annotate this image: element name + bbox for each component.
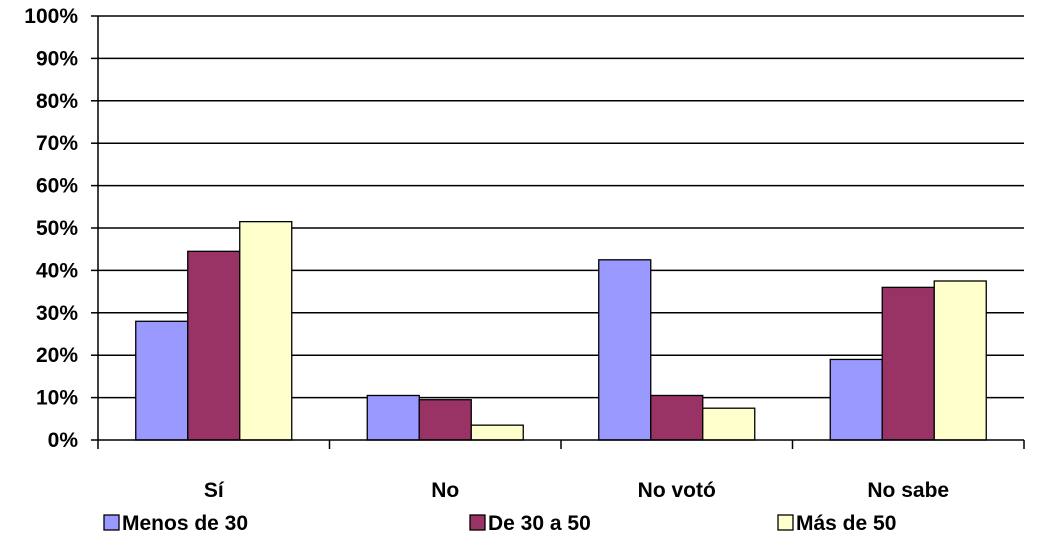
x-category-label: No — [431, 479, 459, 502]
x-category-label: Sí — [204, 479, 225, 502]
bars — [135, 220, 987, 441]
legend-swatch — [469, 514, 486, 531]
bar-3-1 — [239, 220, 293, 441]
bar-2-3 — [650, 394, 704, 441]
legend-item: De 30 a 50 — [469, 512, 591, 535]
bar-1-1 — [135, 320, 189, 441]
legend-item: Más de 50 — [777, 512, 896, 535]
legend-swatch — [777, 514, 794, 531]
y-tick-label: 100% — [24, 5, 78, 28]
legend-item: Menos de 30 — [103, 512, 248, 535]
bar-1-3 — [598, 259, 652, 441]
y-tick-label: 30% — [36, 302, 78, 325]
bar-2-1 — [187, 250, 241, 441]
legend: Menos de 30 De 30 a 50 Más de 50 — [103, 512, 896, 535]
legend-label: Más de 50 — [796, 512, 896, 535]
bar-1-2 — [366, 394, 420, 441]
legend-label: De 30 a 50 — [488, 512, 591, 535]
x-category-label: No sabe — [867, 479, 949, 502]
legend-swatch — [103, 514, 120, 531]
y-tick-label: 20% — [36, 344, 78, 367]
bar-2-2 — [418, 399, 472, 441]
y-tick-label: 90% — [36, 47, 78, 70]
x-axis-category-labels: Sí No No votó No sabe — [204, 479, 949, 502]
bar-1-4 — [829, 358, 883, 441]
y-tick-label: 50% — [36, 217, 78, 240]
x-category-label: No votó — [638, 479, 716, 502]
bar-3-3 — [702, 407, 756, 441]
y-tick-label: 0% — [48, 429, 79, 452]
legend-label: Menos de 30 — [122, 512, 248, 535]
y-tick-label: 60% — [36, 175, 78, 198]
y-tick-label: 10% — [36, 387, 78, 410]
bar-3-2 — [470, 424, 524, 441]
y-tick-label: 80% — [36, 90, 78, 113]
bar-3-4 — [933, 280, 987, 441]
bar-2-4 — [881, 286, 935, 441]
y-axis-tick-labels: 0% 10% 20% 30% 40% 50% 60% 70% 80% 90% 100% — [24, 5, 78, 452]
y-tick-label: 40% — [36, 259, 78, 282]
y-tick-label: 70% — [36, 132, 78, 155]
axes — [97, 16, 1025, 449]
